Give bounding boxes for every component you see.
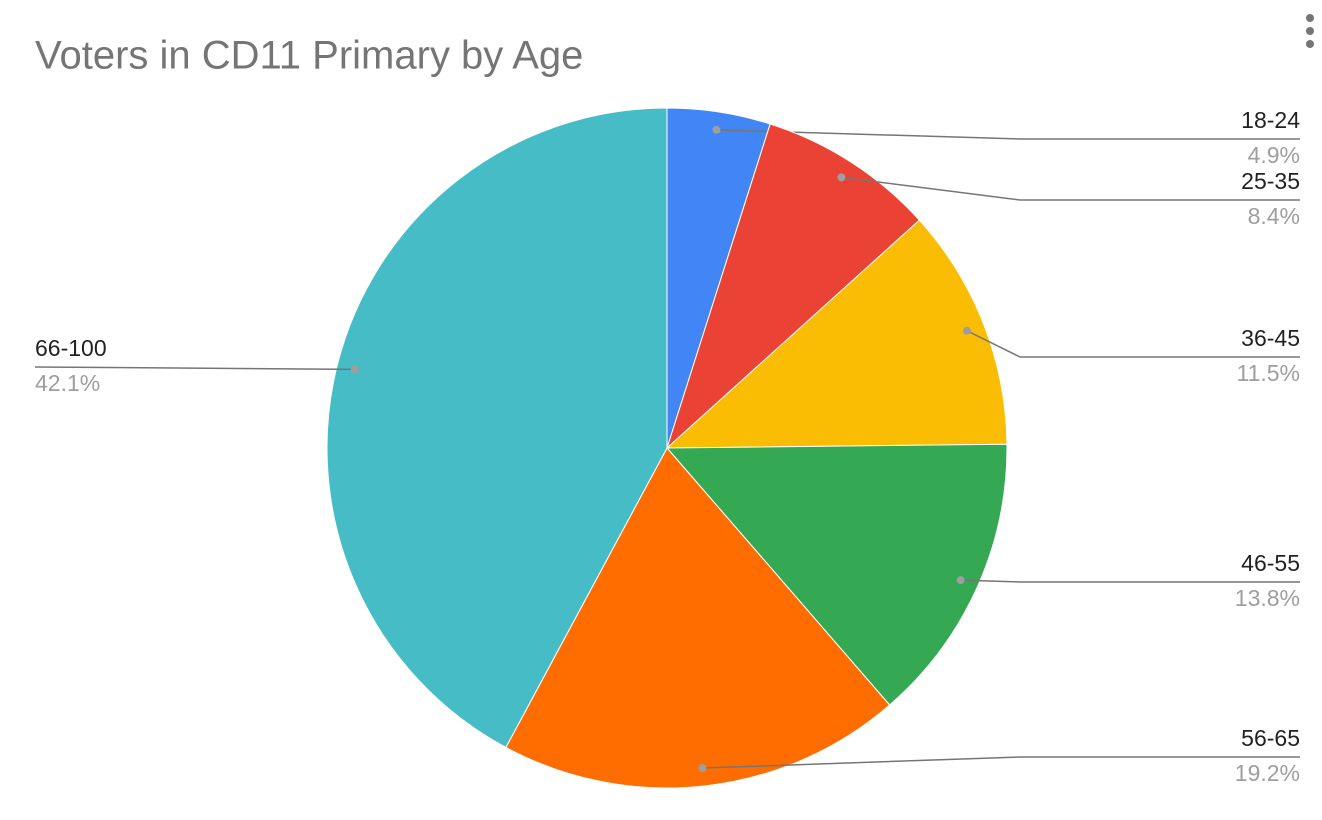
leader-dot: [962, 326, 971, 335]
menu-dot: [1306, 27, 1314, 35]
slice-value-label: 8.4%: [1248, 203, 1300, 229]
slice-label: 56-65: [1241, 725, 1300, 751]
slice-label: 46-55: [1241, 550, 1300, 576]
leader-line: [960, 579, 1300, 583]
pie-slice: [665, 123, 921, 450]
leader-line: [966, 330, 1300, 358]
slice-label: 66-100: [35, 335, 107, 361]
leader-dot: [837, 173, 846, 182]
slice-label: 25-35: [1241, 168, 1300, 194]
pie-slice: [665, 443, 1008, 706]
pie-slice: [505, 447, 891, 789]
leader-dot: [956, 576, 965, 585]
leader-dot: [698, 764, 707, 773]
menu-dot: [1306, 40, 1314, 48]
slice-value-label: 19.2%: [1235, 760, 1300, 786]
menu-dot: [1306, 14, 1314, 22]
leader-line: [716, 129, 1300, 140]
slice-value-label: 13.8%: [1235, 585, 1300, 611]
slice-label: 36-45: [1241, 325, 1300, 351]
slice-label: 18-24: [1241, 107, 1300, 133]
pie-slice: [326, 107, 668, 749]
menu-button[interactable]: [1306, 14, 1314, 48]
slice-value-label: 11.5%: [1236, 360, 1300, 386]
leader-line: [34, 366, 355, 371]
slice-value-label: 4.9%: [1248, 142, 1300, 168]
leader-dot: [712, 125, 721, 134]
chart-title: Voters in CD11 Primary by Age: [35, 34, 583, 78]
leader-dot: [350, 365, 359, 374]
leader-line: [702, 756, 1300, 769]
slice-value-label: 42.1%: [35, 370, 100, 396]
leader-line: [841, 176, 1300, 201]
pie-slice: [665, 219, 1008, 449]
